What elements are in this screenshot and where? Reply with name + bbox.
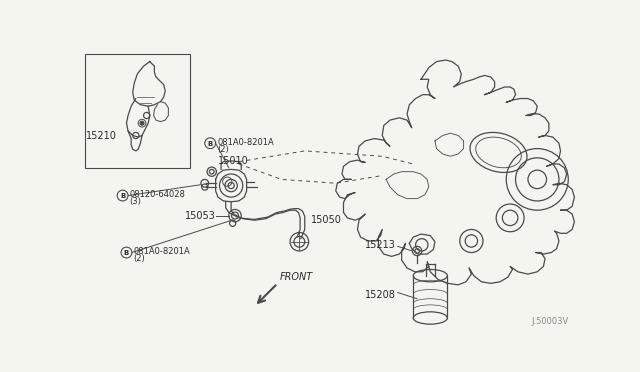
Text: 15208: 15208 [365, 290, 396, 300]
Text: (2): (2) [217, 145, 229, 154]
Text: FRONT: FRONT [280, 272, 313, 282]
Text: 08120-64028: 08120-64028 [129, 190, 186, 199]
Text: B: B [120, 193, 125, 199]
Text: B: B [124, 250, 129, 256]
Text: 081A0-8201A: 081A0-8201A [217, 138, 274, 147]
Text: (3): (3) [129, 197, 141, 206]
Text: B: B [207, 141, 213, 147]
Bar [84, 54, 190, 168]
Text: 15010: 15010 [218, 156, 249, 166]
Text: 15050: 15050 [311, 215, 342, 225]
Text: 15053: 15053 [185, 211, 216, 221]
Text: (2): (2) [134, 254, 145, 263]
Text: 15210: 15210 [86, 131, 117, 141]
Circle shape [140, 121, 144, 125]
Text: J.50003V: J.50003V [531, 317, 568, 326]
Text: 081A0-8201A: 081A0-8201A [134, 247, 190, 256]
Text: 15213: 15213 [365, 240, 396, 250]
